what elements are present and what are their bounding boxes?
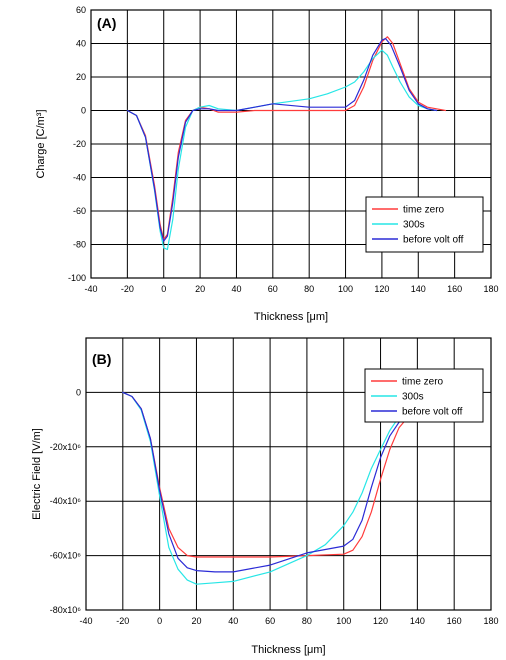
y-tick-label: -20x10⁶ <box>50 442 82 452</box>
x-tick-label: 160 <box>447 616 462 626</box>
x-tick-label: -40 <box>84 284 97 294</box>
legend-entry-label: before volt off <box>402 407 463 418</box>
x-tick-label: 20 <box>195 284 205 294</box>
x-tick-label: 100 <box>336 616 351 626</box>
y-tick-label: -80 <box>73 240 86 250</box>
x-tick-label: 160 <box>447 284 462 294</box>
y-tick-label: -20 <box>73 139 86 149</box>
series-line-before-volt-off <box>126 37 438 242</box>
plot-frame <box>90 9 492 279</box>
y-tick-label: -60x10⁶ <box>50 551 82 561</box>
x-axis-label: Thickness [μm] <box>251 644 325 656</box>
x-tick-label: 120 <box>373 616 388 626</box>
legend-entry-label: time zero <box>402 377 444 388</box>
legend: time zero 300s before volt off <box>364 368 484 423</box>
y-tick-label: -40x10⁶ <box>50 496 82 506</box>
chart-panel-b: -40 -20 0 20 40 60 80 100 120 140 160 180 -80x10⁶ -60… <box>31 337 499 656</box>
x-tick-label: -20 <box>121 284 134 294</box>
y-tick-label: 20 <box>76 72 86 82</box>
chart-panel-a: -40 -20 0 20 40 60 80 100 120 140 160 180 -100 -80 -60… <box>35 5 499 323</box>
x-tick-label: 180 <box>483 284 498 294</box>
legend-entry-label: time zero <box>403 205 445 216</box>
x-tick-label: 140 <box>411 284 426 294</box>
x-tick-label: 120 <box>374 284 389 294</box>
x-tick-label: 140 <box>410 616 425 626</box>
x-tick-label: 20 <box>191 616 201 626</box>
x-tick-label: 0 <box>157 616 162 626</box>
y-tick-label: -40 <box>73 173 86 183</box>
y-tick-label: 0 <box>81 106 86 116</box>
y-axis-label: Charge [C/m³] <box>35 109 47 178</box>
panel-label: (A) <box>97 15 116 31</box>
x-tick-label: 40 <box>228 616 238 626</box>
x-tick-label: 60 <box>265 616 275 626</box>
x-tick-label: 40 <box>231 284 241 294</box>
series-line-before-volt-off <box>122 391 409 573</box>
x-axis-label: Thickness [μm] <box>254 311 328 323</box>
y-tick-label: -60 <box>73 206 86 216</box>
x-tick-label: 80 <box>304 284 314 294</box>
x-tick-label: 60 <box>268 284 278 294</box>
y-tick-label: 60 <box>76 5 86 15</box>
legend: time zero 300s before volt off <box>365 196 484 253</box>
y-axis-label: Electric Field [V/m] <box>31 428 43 520</box>
y-tick-label: 40 <box>76 39 86 49</box>
x-tick-label: 180 <box>483 616 498 626</box>
x-tick-label: -40 <box>79 616 92 626</box>
y-tick-label: -100 <box>68 273 86 283</box>
y-tick-label: 0 <box>76 387 81 397</box>
x-tick-label: 0 <box>161 284 166 294</box>
legend-entry-label: 300s <box>403 220 425 231</box>
x-tick-label: 100 <box>338 284 353 294</box>
y-tick-label: -80x10⁶ <box>50 605 82 615</box>
panel-label: (B) <box>92 351 111 367</box>
x-tick-label: -20 <box>116 616 129 626</box>
legend-entry-label: 300s <box>402 392 424 403</box>
series-line-300s <box>122 391 400 585</box>
x-tick-label: 80 <box>302 616 312 626</box>
legend-entry-label: before volt off <box>403 235 464 246</box>
plot-frame <box>85 337 492 611</box>
